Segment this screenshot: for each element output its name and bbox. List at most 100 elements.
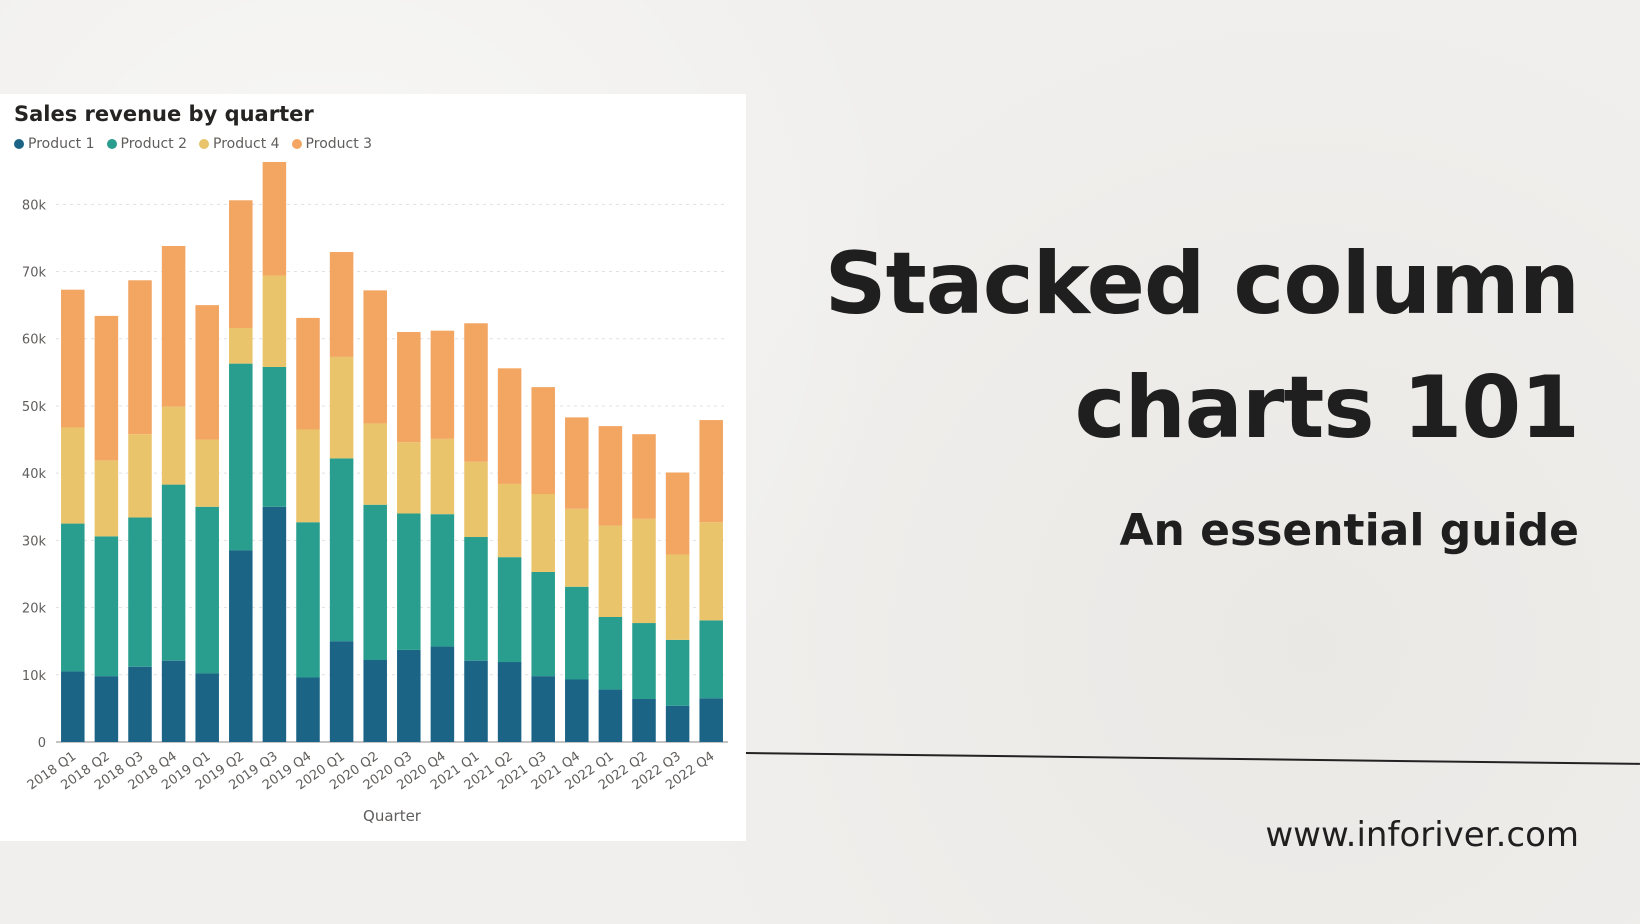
bar-segment-product-2 [94,536,119,677]
bar-segment-product-4 [397,442,421,514]
bar-segment-product-4 [94,460,119,537]
bar-segment-product-2 [464,537,488,661]
page-subtitle: An essential guide [1119,505,1579,556]
bar-segment-product-1 [128,666,152,742]
bar-segment-product-1 [229,550,253,742]
bar-segment-product-3 [262,161,287,276]
bar-segment-product-2 [262,366,287,507]
y-tick-label: 30k [22,534,47,549]
bar-segment-product-4 [598,525,623,617]
chart-title: Sales revenue by quarter [14,102,314,126]
headline-line-2: charts 101 [1074,358,1580,458]
bar-segment-product-4 [363,423,387,505]
bar-segment-product-3 [699,420,723,523]
bar-segment-product-3 [329,252,354,357]
bar-segment-product-3 [565,417,589,509]
bar-segment-product-2 [565,586,589,680]
bar-segment-product-2 [598,616,623,690]
legend-label: Product 3 [305,136,373,152]
y-tick-label: 70k [22,266,47,281]
legend-item-product-1[interactable]: Product 1 [14,136,95,152]
website-link[interactable]: www.inforiver.com [1265,815,1579,855]
bar-segment-product-1 [430,646,455,742]
bar-segment-product-3 [161,245,186,407]
bar-segment-product-2 [329,458,354,642]
bar-segment-product-4 [262,275,287,367]
bar-segment-product-1 [665,705,690,742]
bar-segment-product-4 [565,508,589,587]
bar-segment-product-2 [531,571,555,677]
bar-segment-product-2 [363,504,387,661]
bar-segment-product-1 [94,676,119,742]
y-tick-label: 0 [38,736,46,751]
chart-card: Sales revenue by quarter Product 1 Produ… [0,94,746,841]
bar-segment-product-3 [397,332,421,443]
legend-label: Product 1 [28,136,95,152]
legend-item-product-2[interactable]: Product 2 [106,136,188,152]
bar-segment-product-2 [497,557,522,663]
legend-marker [291,139,302,149]
bar-segment-product-1 [531,676,555,742]
bar-segment-product-1 [464,660,488,742]
legend-label: Product 4 [213,136,280,152]
bar-segment-product-1 [296,677,320,742]
bar-segment-product-2 [699,620,723,699]
bar-segment-product-1 [61,671,85,742]
bar-segment-product-1 [632,698,656,742]
bar-segment-product-4 [329,356,354,459]
bar-segment-product-3 [296,317,320,430]
bar-segment-product-3 [665,472,690,555]
legend-item-product-3[interactable]: Product 3 [291,136,373,152]
legend-label: Product 2 [120,136,188,152]
legend-marker [199,139,210,149]
bar-segment-product-2 [229,363,253,551]
bar-segment-product-1 [195,673,219,742]
bar-segment-product-2 [665,639,690,706]
bar-segment-product-3 [430,330,455,439]
bar-segment-product-1 [262,506,287,742]
bar-segment-product-1 [497,662,522,742]
bar-segment-product-2 [161,484,186,661]
bar-segment-product-4 [497,483,522,558]
bar-segment-product-4 [128,434,152,518]
bar-segment-product-3 [128,280,152,435]
bar-segment-product-3 [497,368,522,484]
legend-marker [14,139,24,149]
bar-segment-product-3 [363,290,387,424]
bar-segment-product-1 [363,660,387,742]
x-axis-title: Quarter [363,807,422,825]
bar-segment-product-3 [229,200,253,328]
chart-legend: Product 1 Product 2 Product 4 Product 3 [14,136,372,152]
bar-segment-product-4 [296,429,320,523]
bar-segment-product-4 [229,327,253,364]
bar-segment-product-2 [61,523,85,672]
headline-line-1: Stacked column [824,234,1580,334]
bar-segment-product-1 [598,689,623,742]
bar-segment-product-4 [531,493,555,572]
bar-segment-product-4 [161,406,186,485]
y-tick-label: 60k [22,333,47,348]
bar-segment-product-2 [632,623,656,699]
bar-segment-product-2 [195,506,219,674]
y-tick-label: 50k [22,400,47,415]
bar-segment-product-3 [61,289,85,428]
legend-marker [106,139,117,149]
bar-segment-product-4 [464,461,488,538]
bar-segment-product-1 [397,649,421,742]
bar-segment-product-4 [632,518,656,624]
bar-segment-product-1 [565,679,589,742]
y-tick-label: 40k [22,467,47,482]
y-tick-label: 10k [22,669,47,684]
bar-segment-product-2 [128,517,152,667]
bar-segment-product-4 [61,427,85,524]
bar-segment-product-3 [195,305,219,440]
legend-item-product-4[interactable]: Product 4 [199,136,280,152]
bar-segment-product-3 [531,387,555,494]
bar-segment-product-1 [699,698,723,742]
page-headline: Stacked column charts 101 [824,222,1580,470]
bar-segment-product-4 [699,522,723,621]
bar-segment-product-1 [161,660,186,742]
bar-segment-product-4 [430,438,455,515]
bar-segment-product-3 [598,426,623,526]
